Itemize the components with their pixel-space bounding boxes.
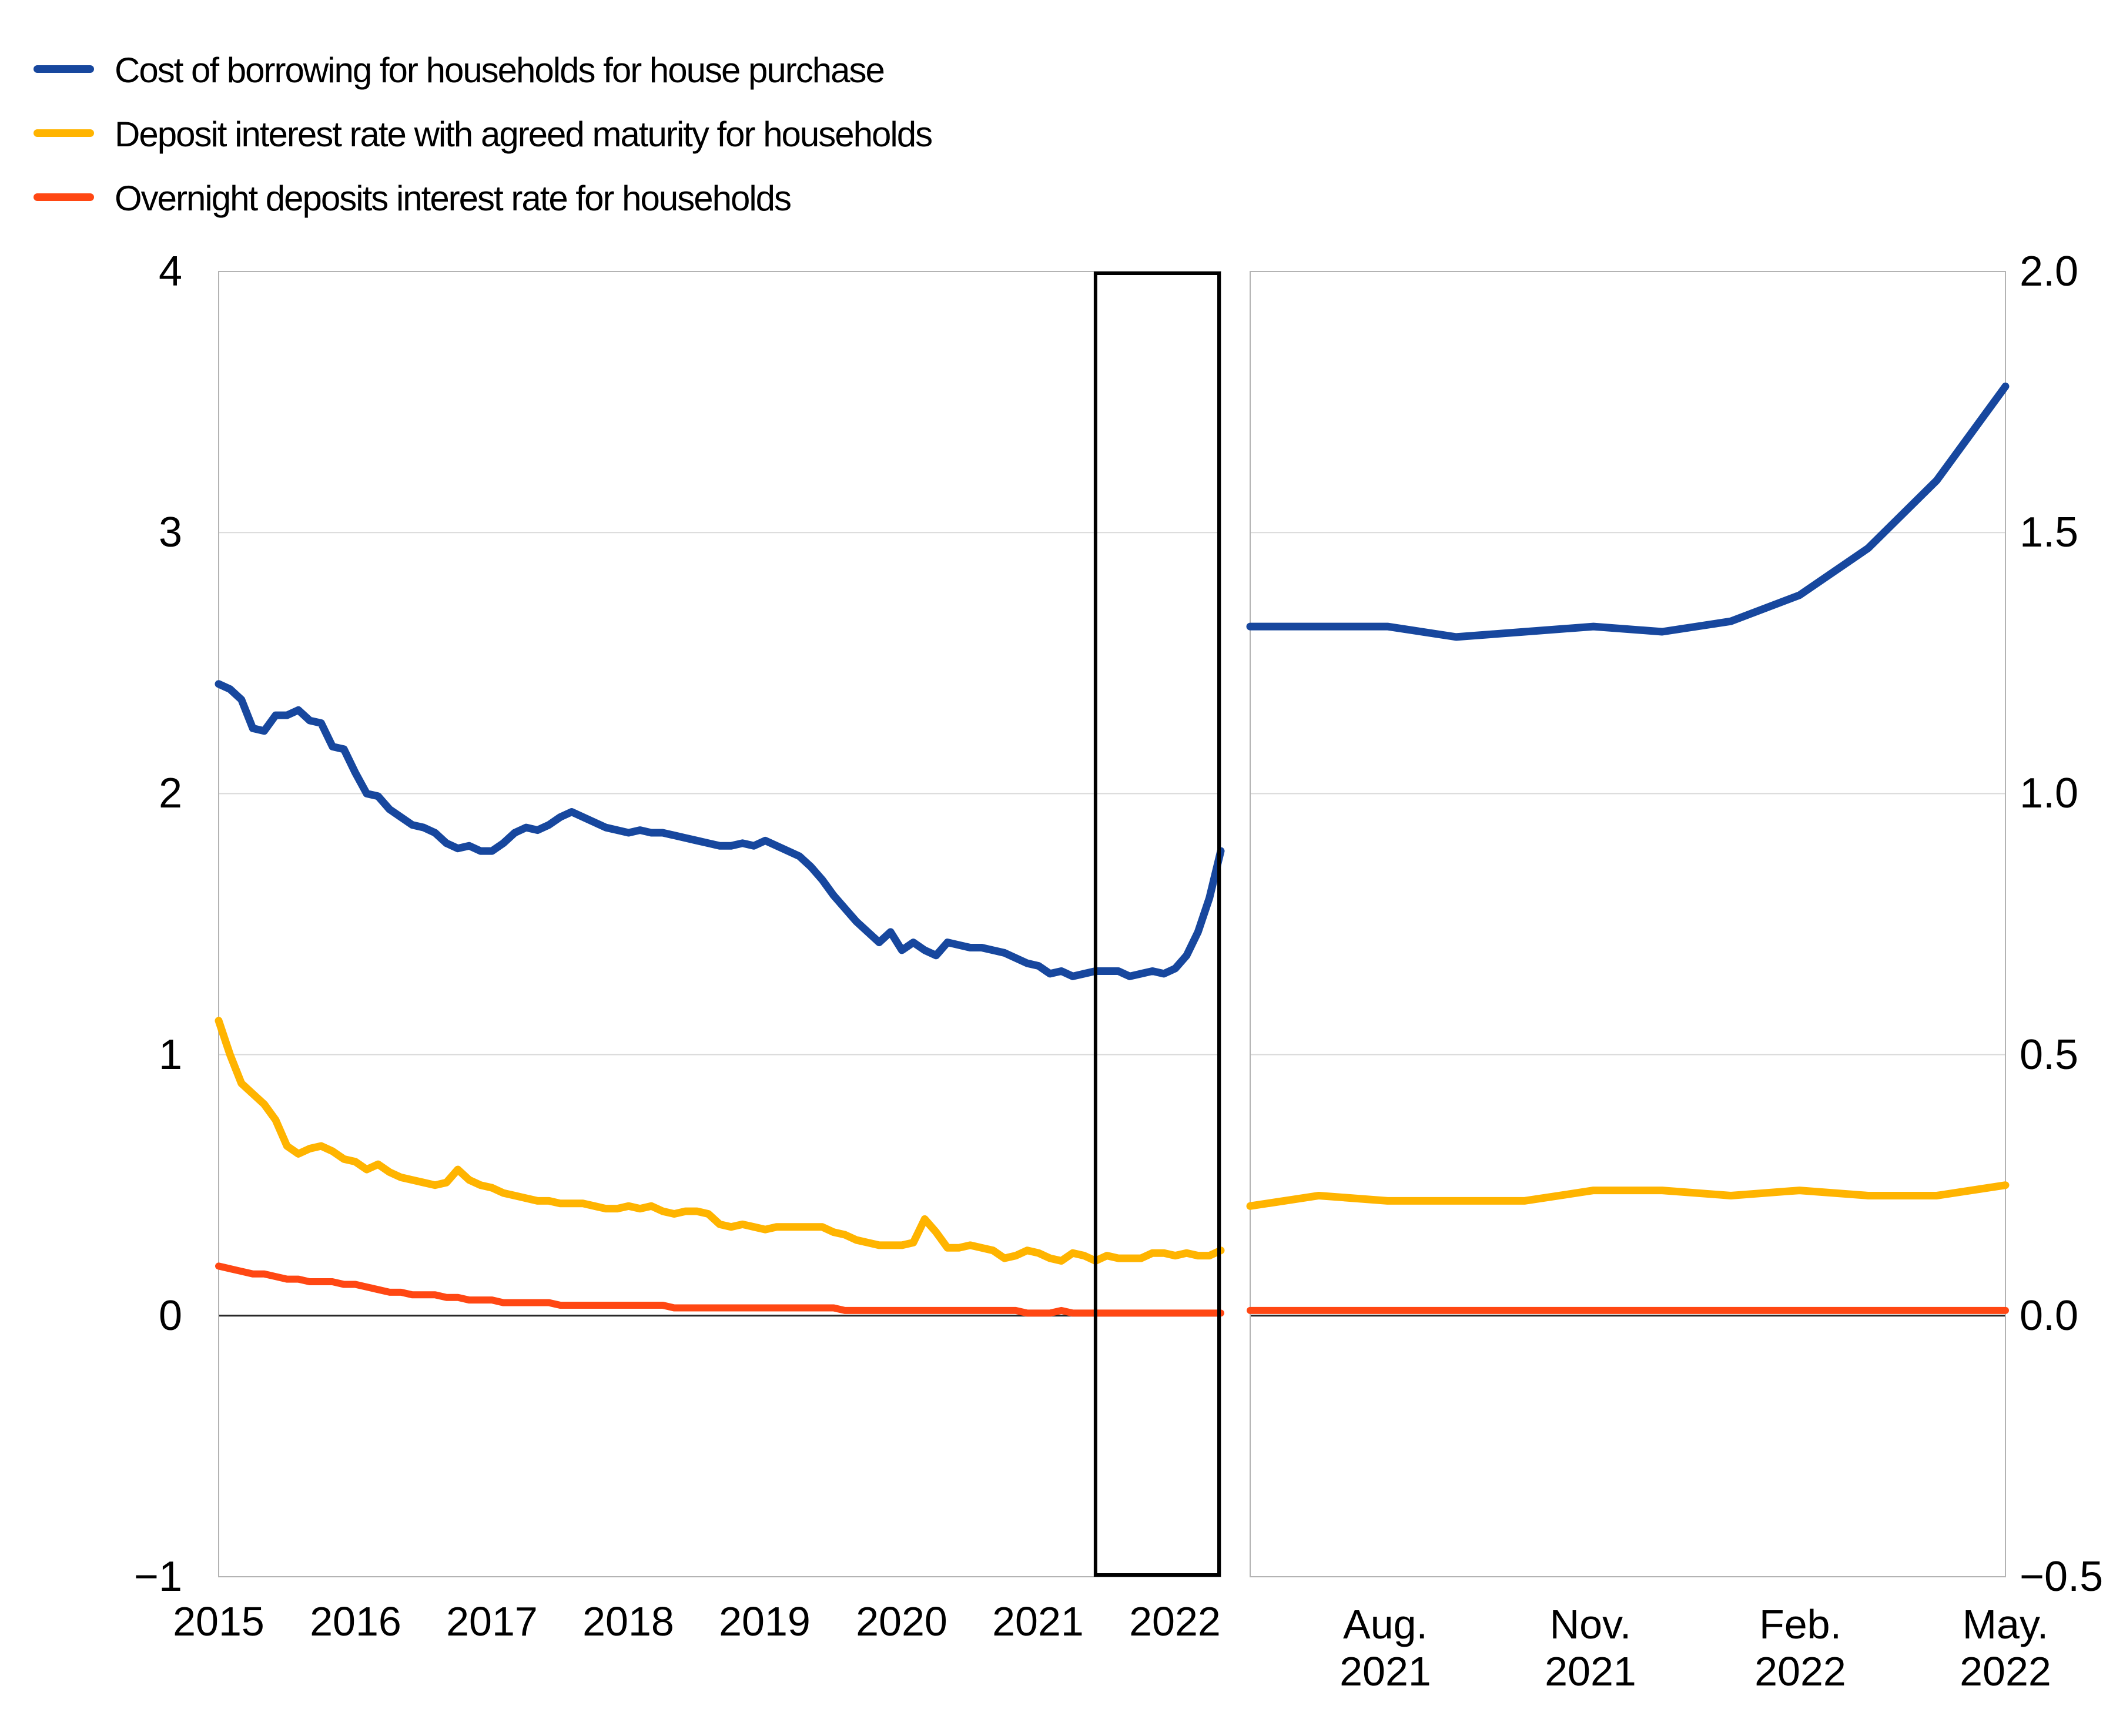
x-tick-month: Nov. 2021 [1502,1601,1679,1695]
x-tick-month: Feb. 2022 [1712,1601,1888,1695]
y-tick-left: 1 [158,1031,182,1078]
y-tick-left: −1 [133,1553,182,1600]
x-tick-month: Aug. 2021 [1297,1601,1474,1695]
y-tick-right: 1.0 [2020,770,2079,817]
x-tick-year: 2018 [582,1598,674,1644]
y-tick-right: −0.5 [2020,1553,2104,1600]
x-tick-month: May. 2022 [1917,1601,2094,1695]
x-tick-year: 2022 [1129,1598,1221,1644]
x-tick-year: 2020 [856,1598,947,1644]
y-tick-right: 2.0 [2020,248,2079,295]
x-tick-year: 2015 [173,1598,264,1644]
x-tick-month-line1: May. [1962,1601,2049,1647]
y-tick-left: 4 [158,248,182,295]
x-tick-year: 2019 [719,1598,811,1644]
x-tick-year: 2017 [446,1598,538,1644]
y-tick-left: 0 [158,1292,182,1339]
y-tick-left: 2 [158,770,182,817]
x-tick-year: 2016 [310,1598,401,1644]
y-tick-right: 0.5 [2020,1031,2079,1078]
x-tick-month-line1: Feb. [1759,1601,1842,1647]
x-tick-year: 2021 [992,1598,1084,1644]
legend-line-blue-icon [34,65,94,73]
legend-label: Cost of borrowing for households for hou… [115,51,885,90]
x-tick-month-line2: 2022 [1754,1648,1846,1694]
legend-label: Overnight deposits interest rate for hou… [115,179,792,218]
x-tick-month-line1: Nov. [1549,1601,1632,1647]
legend-line-yellow-icon [34,129,94,137]
y-tick-right: 1.5 [2020,509,2079,556]
y-tick-left: 3 [158,509,182,556]
x-tick-month-line2: 2021 [1340,1648,1431,1694]
y-tick-right: 0.0 [2020,1292,2079,1339]
x-tick-month-line2: 2021 [1545,1648,1636,1694]
x-tick-month-line2: 2022 [1960,1648,2051,1694]
legend-line-red-icon [34,193,94,201]
x-tick-month-line1: Aug. [1343,1601,1428,1647]
legend-label: Deposit interest rate with agreed maturi… [115,115,933,154]
